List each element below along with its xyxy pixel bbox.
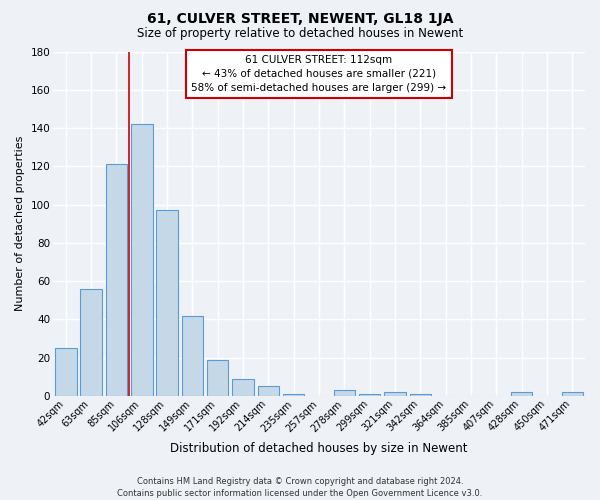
Text: 61, CULVER STREET, NEWENT, GL18 1JA: 61, CULVER STREET, NEWENT, GL18 1JA: [147, 12, 453, 26]
Bar: [232, 378, 254, 396]
Text: 61 CULVER STREET: 112sqm
← 43% of detached houses are smaller (221)
58% of semi-: 61 CULVER STREET: 112sqm ← 43% of detach…: [191, 55, 446, 93]
Text: Size of property relative to detached houses in Newent: Size of property relative to detached ho…: [137, 28, 463, 40]
Bar: [80, 288, 102, 396]
Bar: [384, 392, 406, 396]
X-axis label: Distribution of detached houses by size in Newent: Distribution of detached houses by size …: [170, 442, 468, 455]
Bar: [257, 386, 279, 396]
Bar: [359, 394, 380, 396]
Bar: [157, 210, 178, 396]
Bar: [410, 394, 431, 396]
Text: Contains HM Land Registry data © Crown copyright and database right 2024.
Contai: Contains HM Land Registry data © Crown c…: [118, 476, 482, 498]
Bar: [283, 394, 304, 396]
Y-axis label: Number of detached properties: Number of detached properties: [15, 136, 25, 312]
Bar: [334, 390, 355, 396]
Bar: [182, 316, 203, 396]
Bar: [106, 164, 127, 396]
Bar: [511, 392, 532, 396]
Bar: [207, 360, 229, 396]
Bar: [562, 392, 583, 396]
Bar: [55, 348, 77, 396]
Bar: [131, 124, 152, 396]
